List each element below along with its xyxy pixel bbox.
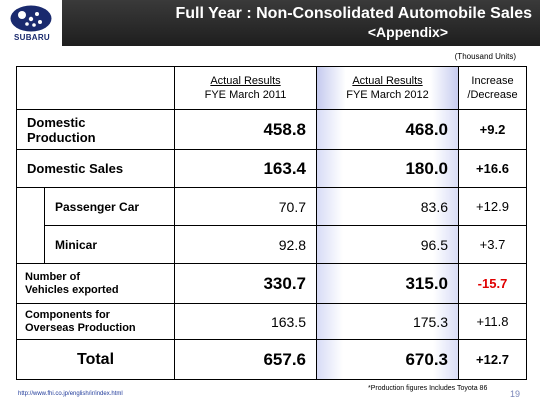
cell-fy2012: 670.3 [316,339,459,380]
cell-change: +9.2 [458,109,527,150]
table-row: Minicar 92.8 96.5 +3.7 [16,225,527,264]
cell-change: +16.6 [458,149,527,188]
footnote: *Production figures Includes Toyota 86 [368,385,488,392]
header-fy2012: Actual Results FYE March 2012 [316,66,459,110]
cell-fy2012: 96.5 [316,225,459,264]
header-change-line2: /Decrease [467,89,518,101]
footer-url[interactable]: http://www.fhi.co.jp/english/ir/index.ht… [18,391,123,397]
table-row: Passenger Car 70.7 83.6 +12.9 [16,187,527,226]
header-bar: SUBARU Full Year : Non-Consolidated Auto… [0,0,540,46]
logo-text: SUBARU [13,33,51,42]
cell-fy2011: 657.6 [174,339,317,380]
header-fy2012-line1: Actual Results [352,75,423,87]
header-fy2011: Actual Results FYE March 2011 [174,66,317,110]
sales-table: Actual Results FYE March 2011 Actual Res… [16,66,527,380]
cell-fy2012: 180.0 [316,149,459,188]
indent-cell [16,225,45,264]
row-label-domestic-sales: Domestic Sales [16,149,175,188]
row-label-line1: Domestic [27,114,86,130]
row-label-line2: Overseas Production [25,321,136,334]
cell-fy2012: 315.0 [316,263,459,304]
cell-change: +12.7 [458,339,527,380]
page-number: 19 [510,389,521,399]
row-label-line1: Components for [25,308,110,321]
row-label-line2: Vehicles exported [25,283,119,296]
row-label-vehicles-exported: Number of Vehicles exported [16,263,175,304]
pleiades-logo-icon [10,5,52,32]
row-label-passenger-car: Passenger Car [44,187,175,226]
cell-fy2011: 92.8 [174,225,317,264]
page-subtitle: <Appendix> [367,24,448,40]
table-header-row: Actual Results FYE March 2011 Actual Res… [16,66,527,110]
cell-fy2011: 70.7 [174,187,317,226]
header-blank-cell [16,66,175,110]
row-label-total: Total [16,339,175,380]
cell-fy2012: 83.6 [316,187,459,226]
cell-fy2011: 163.4 [174,149,317,188]
cell-change: +11.8 [458,303,527,340]
cell-fy2011: 330.7 [174,263,317,304]
cell-change: +3.7 [458,225,527,264]
page-title: Full Year : Non-Consolidated Automobile … [175,5,533,22]
header-fy2011-line2: FYE March 2011 [204,89,287,101]
cell-fy2011: 163.5 [174,303,317,340]
cell-fy2011: 458.8 [174,109,317,150]
table-row: Number of Vehicles exported 330.7 315.0 … [16,263,527,304]
row-label-overseas-components: Components for Overseas Production [16,303,175,340]
row-label-line2: Production [27,129,96,145]
header-fy2011-line1: Actual Results [210,75,281,87]
cell-fy2012: 468.0 [316,109,459,150]
table-row-total: Total 657.6 670.3 +12.7 [16,339,527,380]
header-change-line1: Increase [471,75,514,87]
row-label-minicar: Minicar [44,225,175,264]
cell-fy2012: 175.3 [316,303,459,340]
row-label-domestic-production: Domestic Production [16,109,175,150]
header-fy2012-line2: FYE March 2012 [346,89,429,101]
table-row: Domestic Sales 163.4 180.0 +16.6 [16,149,527,188]
row-label-line1: Number of [25,270,80,283]
cell-change: +12.9 [458,187,527,226]
header-change: Increase /Decrease [458,66,527,110]
cell-change-negative: -15.7 [458,263,527,304]
table-row: Components for Overseas Production 163.5… [16,303,527,340]
indent-cell [16,187,45,226]
unit-note: (Thousand Units) [454,52,516,61]
subaru-logo: SUBARU [0,0,62,46]
table-row: Domestic Production 458.8 468.0 +9.2 [16,109,527,150]
